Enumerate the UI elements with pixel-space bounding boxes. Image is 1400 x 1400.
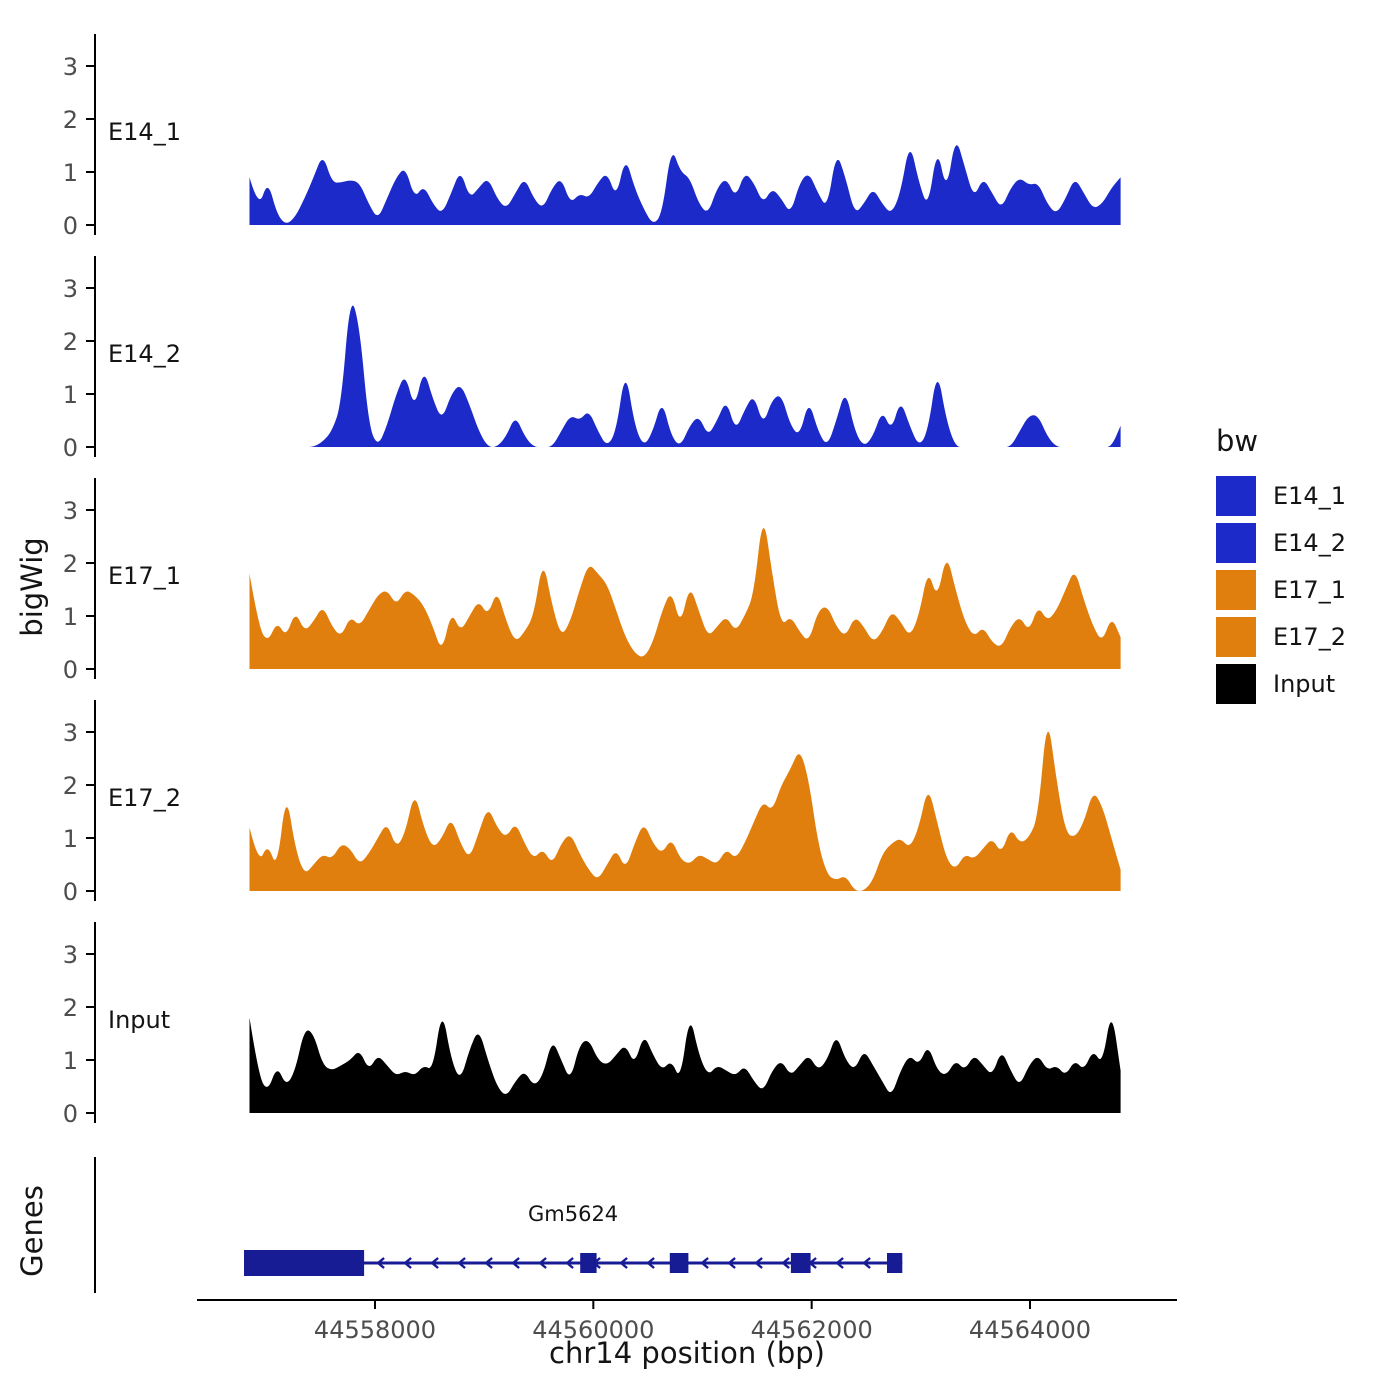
x-axis: 44558000 44560000 44562000 44564000 [197, 1299, 1177, 1344]
x-tick-label: 44560000 [532, 1316, 654, 1344]
coverage-area-e17_1 [249, 528, 1121, 669]
track-panel-e14_2: 0 1 2 3 E14_2 [63, 256, 1121, 462]
y-tick-label: 0 [63, 656, 78, 684]
gene-exon [580, 1253, 597, 1273]
y-tick-label: 2 [63, 772, 78, 800]
track-label-e14_1: E14_1 [108, 118, 181, 146]
y-tick-label: 3 [63, 497, 78, 525]
y-tick-label: 3 [63, 275, 78, 303]
y-tick-label: 1 [63, 1047, 78, 1075]
legend-label: E14_2 [1273, 529, 1346, 557]
legend-label: Input [1273, 670, 1336, 698]
legend-item-e17_1: E17_1 [1216, 570, 1346, 610]
x-tick-label: 44558000 [314, 1316, 436, 1344]
y-tick-label: 3 [63, 53, 78, 81]
legend-label: E14_1 [1273, 482, 1346, 510]
gene-exon [790, 1253, 811, 1273]
legend-swatch-e17_1 [1216, 570, 1256, 610]
legend-label: E17_1 [1273, 576, 1346, 604]
y-tick-label: 3 [63, 719, 78, 747]
legend-item-input: Input [1216, 664, 1346, 704]
track-panel-e17_1: 0 1 2 3 E17_1 [63, 478, 1121, 684]
track-panel-e17_2: 0 1 2 3 E17_2 [63, 700, 1121, 906]
legend-title: bw [1216, 424, 1259, 458]
y-tick-label: 2 [63, 550, 78, 578]
coverage-area-input [249, 1017, 1121, 1113]
legend-label: E17_2 [1273, 623, 1346, 651]
legend-items: E14_1 E14_2 E17_1 E17_2 Input [1216, 476, 1346, 704]
y-tick-label: 3 [63, 941, 78, 969]
coverage-area-e17_2 [249, 731, 1121, 891]
track-panel-input: 0 1 2 3 Input [63, 922, 1121, 1128]
legend-item-e14_2: E14_2 [1216, 523, 1346, 563]
y-tick-label: 0 [63, 212, 78, 240]
gene-name-label: Gm5624 [528, 1202, 618, 1226]
legend-swatch-e14_2 [1216, 523, 1256, 563]
x-tick-label: 44564000 [969, 1316, 1091, 1344]
y-tick-label: 1 [63, 603, 78, 631]
gene-exon [887, 1253, 903, 1273]
y-tick-label: 2 [63, 994, 78, 1022]
track-label-e14_2: E14_2 [108, 340, 181, 368]
y-tick-label: 0 [63, 434, 78, 462]
y-tick-label: 1 [63, 381, 78, 409]
x-tick-label: 44562000 [751, 1316, 873, 1344]
legend-swatch-e14_1 [1216, 476, 1256, 516]
y-tick-label: 1 [63, 825, 78, 853]
coverage-area-e14_1 [249, 145, 1121, 225]
legend-swatch-e17_2 [1216, 617, 1256, 657]
track-panel-e14_1: 0 1 2 3 E14_1 [63, 34, 1121, 240]
x-axis-title: chr14 position (bp) [549, 1336, 825, 1370]
genes-panel: Gm5624 [94, 1157, 903, 1293]
gene-exon [244, 1250, 365, 1276]
y-tick-label: 0 [63, 1100, 78, 1128]
y-tick-label: 0 [63, 878, 78, 906]
coverage-area-e14_2 [249, 305, 1121, 447]
legend-swatch-input [1216, 664, 1256, 704]
track-label-e17_2: E17_2 [108, 784, 181, 812]
legend: bw E14_1 E14_2 E17_1 E17_2 Input [1216, 424, 1346, 711]
y-tick-label: 2 [63, 328, 78, 356]
track-label-input: Input [108, 1006, 170, 1034]
legend-item-e17_2: E17_2 [1216, 617, 1346, 657]
track-label-e17_1: E17_1 [108, 562, 181, 590]
y-tick-label: 1 [63, 159, 78, 187]
gene-exon [669, 1253, 689, 1273]
legend-item-e14_1: E14_1 [1216, 476, 1346, 516]
y-tick-label: 2 [63, 106, 78, 134]
